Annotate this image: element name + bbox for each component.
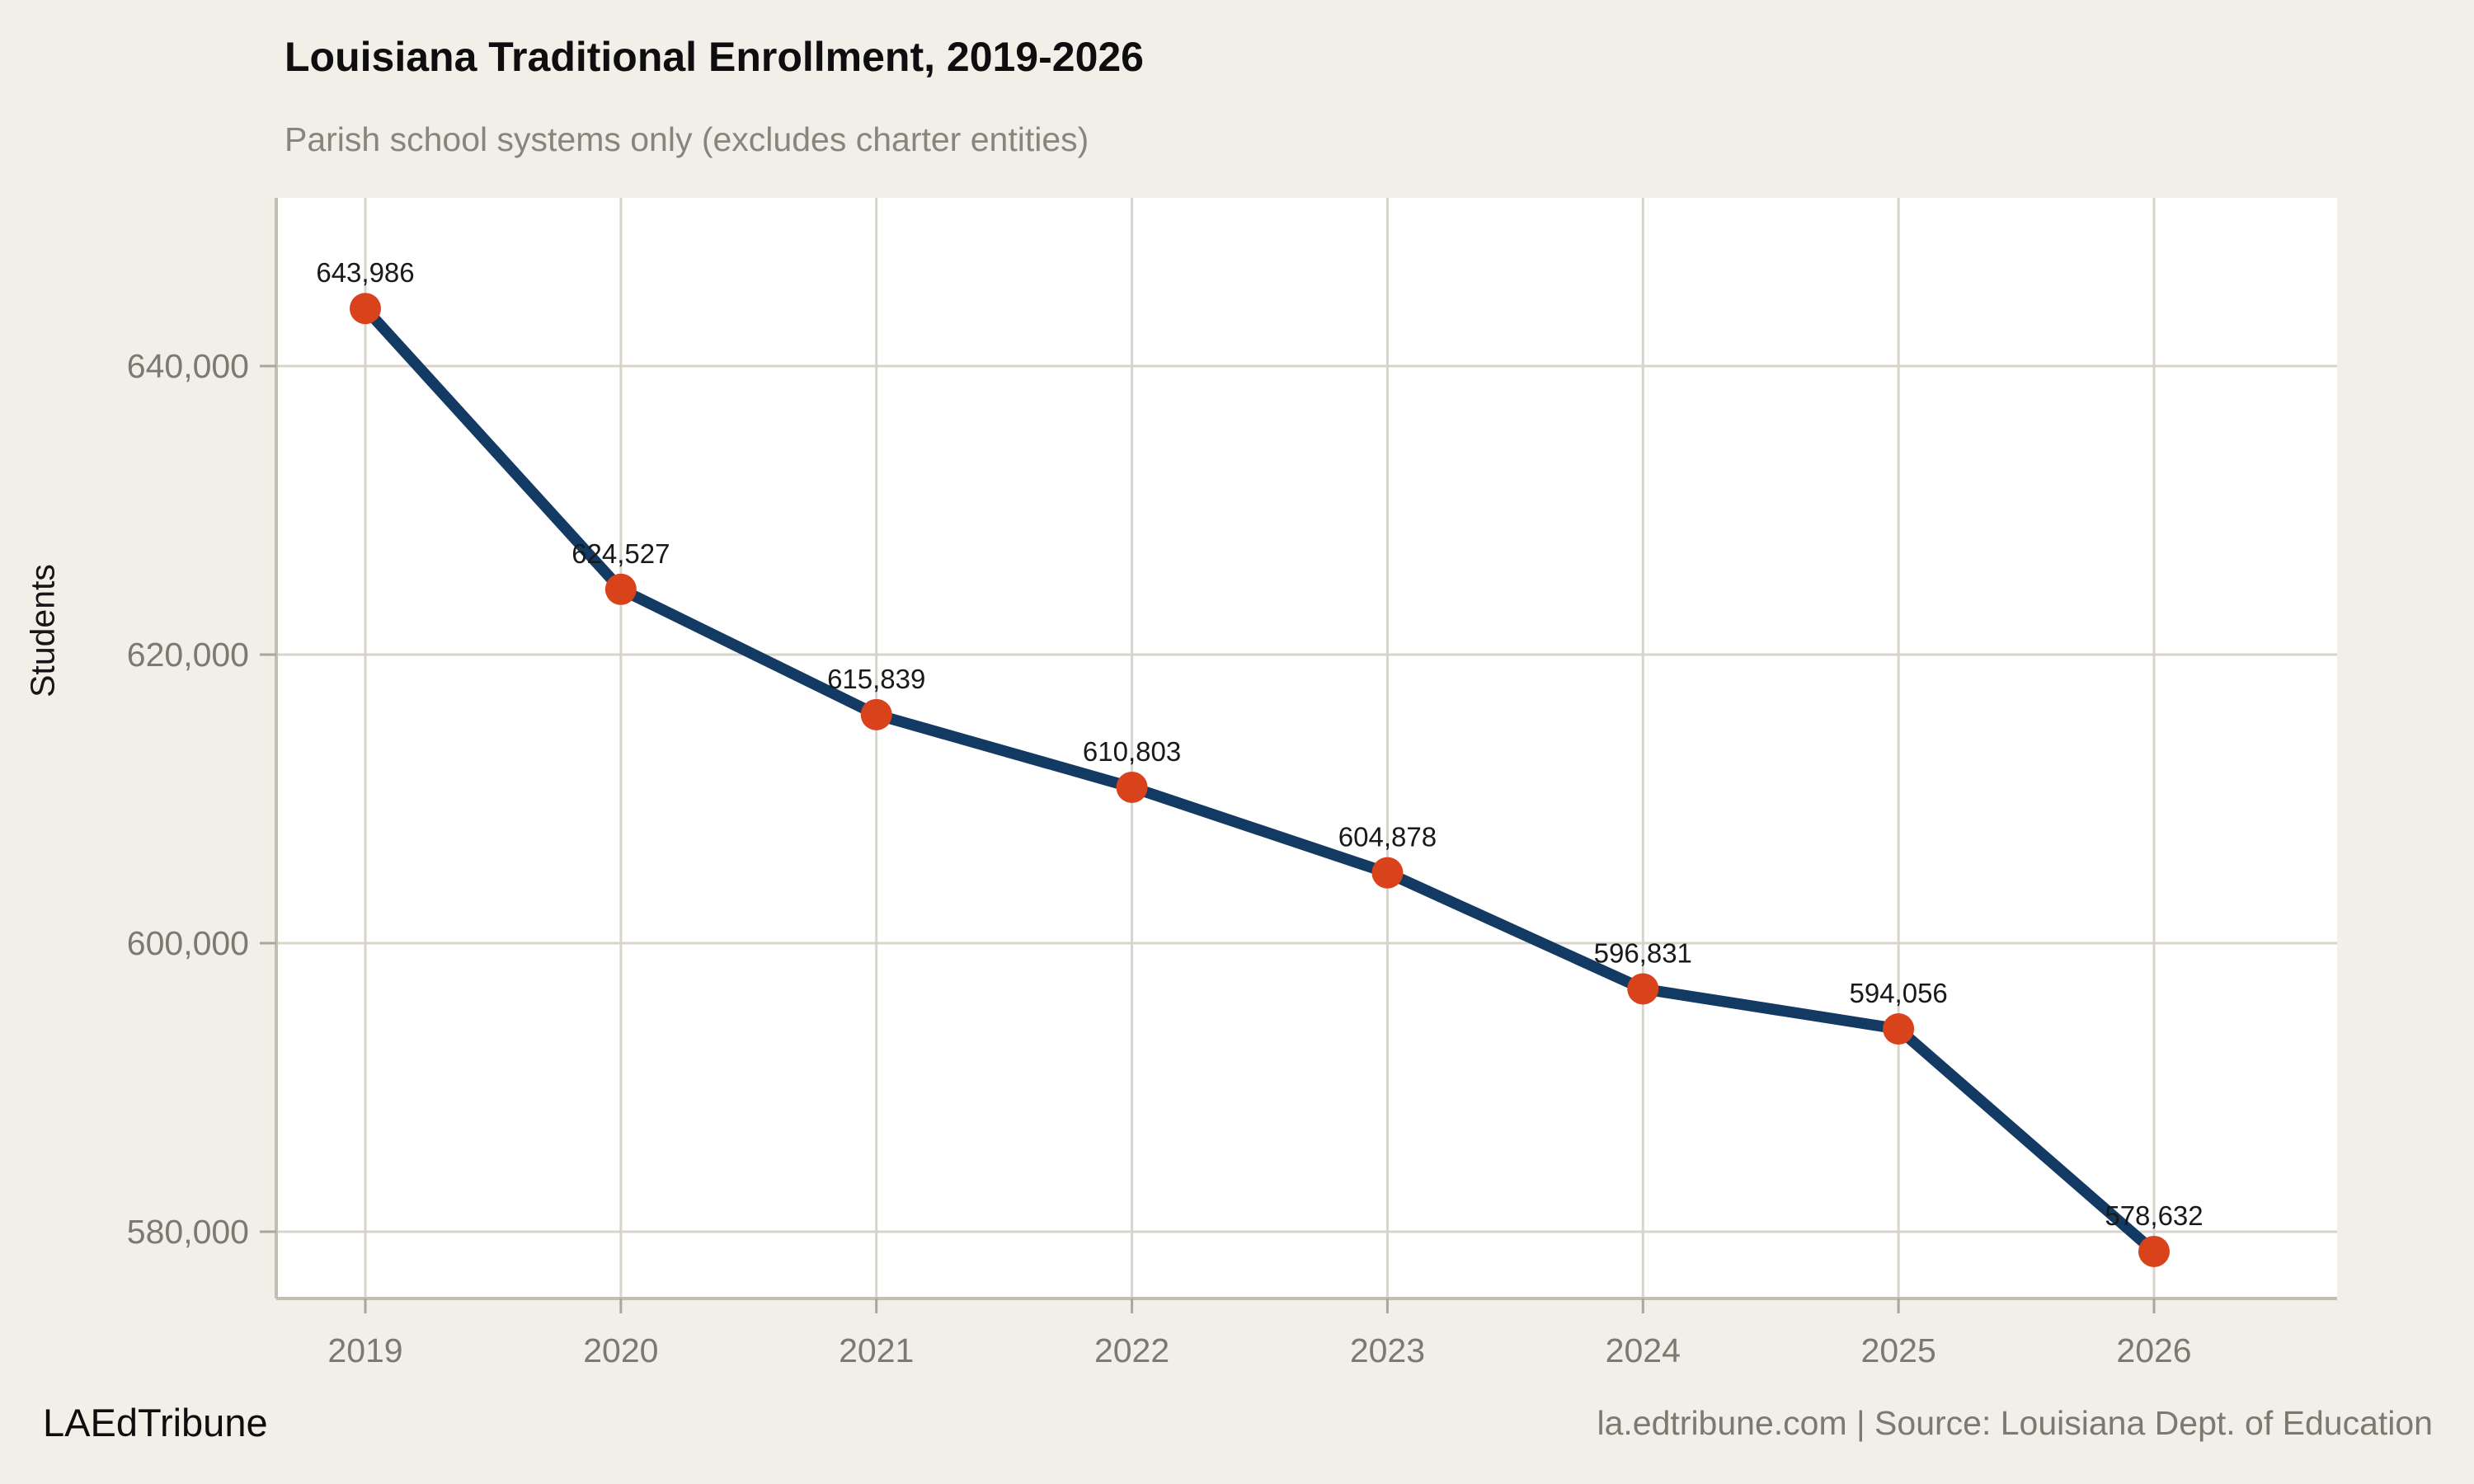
data-point (1371, 857, 1404, 889)
x-tick-label: 2021 (839, 1331, 914, 1369)
data-point (1116, 771, 1148, 803)
data-label: 594,056 (1849, 978, 1947, 1008)
y-tick-label: 600,000 (127, 924, 249, 962)
data-point (604, 573, 637, 605)
data-point (350, 293, 381, 325)
enrollment-line (360, 303, 2160, 1257)
chart-title: Louisiana Traditional Enrollment, 2019-2… (285, 34, 1144, 80)
x-tick-label: 2026 (2116, 1331, 2191, 1369)
x-tick-label: 2019 (327, 1331, 402, 1369)
data-label: 610,803 (1083, 736, 1181, 767)
x-tick-label: 2020 (583, 1331, 658, 1369)
x-tick-label: 2025 (1861, 1331, 1936, 1369)
data-label: 624,527 (571, 538, 670, 569)
y-axis-title: Students (23, 564, 62, 697)
data-point (2138, 1235, 2170, 1267)
data-label: 578,632 (2105, 1200, 2203, 1231)
data-point (1627, 973, 1659, 1005)
x-tick-label: 2024 (1606, 1331, 1681, 1369)
panel-background (276, 198, 2337, 1298)
data-label: 615,839 (827, 664, 925, 694)
y-tick-label: 580,000 (127, 1213, 249, 1251)
x-tick-label: 2022 (1094, 1331, 1169, 1369)
y-tick-label: 620,000 (127, 636, 249, 674)
source-attribution: la.edtribune.com | Source: Louisiana Dep… (1597, 1404, 2434, 1442)
data-label: 596,831 (1594, 937, 1692, 968)
data-point (1883, 1013, 1915, 1045)
chart-subtitle: Parish school systems only (excludes cha… (285, 120, 1089, 158)
data-label: 643,986 (316, 257, 414, 288)
brand-logo-text: LAEdTribune (43, 1401, 268, 1444)
x-tick-label: 2023 (1350, 1331, 1425, 1369)
y-tick-label: 640,000 (127, 347, 249, 385)
data-label: 604,878 (1338, 822, 1437, 852)
data-point (860, 698, 892, 730)
